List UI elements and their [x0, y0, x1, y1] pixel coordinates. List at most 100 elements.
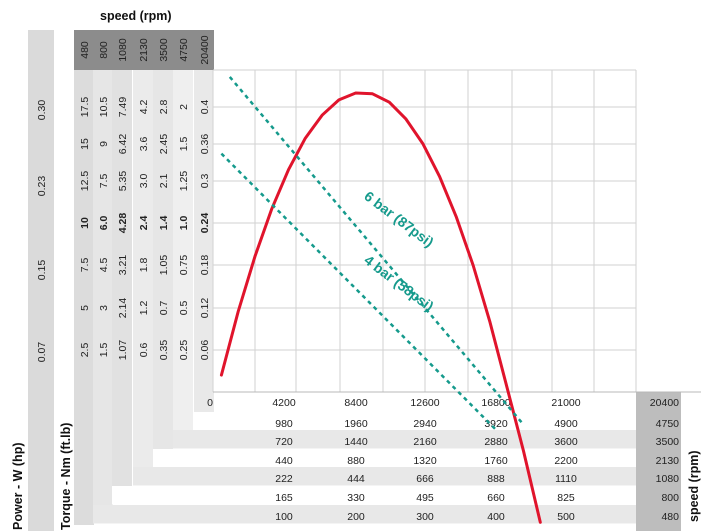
x-tick-label: 8400	[344, 397, 368, 409]
bottom-value-label: 720	[275, 436, 293, 448]
power-hp-label: 0.23	[36, 176, 48, 197]
bottom-value-label: 165	[275, 492, 293, 504]
value-row-band	[93, 505, 636, 524]
torque-value-label: 17.5	[79, 97, 91, 118]
torque-value-label: 0.35	[158, 340, 170, 361]
torque-value-label: 6.42	[117, 134, 129, 155]
x-tick-label: 12600	[410, 397, 439, 409]
torque-column-band	[93, 70, 113, 510]
torque-value-label: 0.3	[199, 174, 211, 189]
top-axis-title: speed (rpm)	[100, 9, 172, 23]
bottom-value-label: 2200	[554, 455, 578, 467]
torque-column-band	[133, 70, 153, 477]
bottom-value-label: 1960	[344, 418, 368, 430]
torque-value-label: 0.24	[199, 213, 211, 234]
air-line	[220, 152, 496, 430]
top-speed-label: 2130	[138, 38, 150, 62]
value-row-band	[194, 412, 636, 431]
x-tick-label: 21000	[551, 397, 580, 409]
bottom-value-label: 2940	[413, 418, 437, 430]
right-axis-title: speed (rpm)	[687, 450, 701, 522]
power-hp-label: 0.07	[36, 342, 48, 363]
torque-value-label: 1.07	[117, 340, 129, 361]
torque-value-label: 2.4	[138, 216, 150, 231]
x-tick-label: 0	[207, 397, 213, 409]
bottom-value-label: 444	[347, 473, 365, 485]
torque-value-label: 4.28	[117, 213, 129, 234]
torque-value-label: 0.25	[178, 340, 190, 361]
bottom-value-label: 1320	[413, 455, 437, 467]
bottom-value-label: 2160	[413, 436, 437, 448]
torque-value-label: 4.2	[138, 100, 150, 115]
torque-value-label: 1.5	[98, 343, 110, 358]
torque-value-label: 1.5	[178, 137, 190, 152]
torque-axis-title: Torque - Nm (ft.lb)	[59, 423, 73, 530]
torque-value-label: 1.05	[158, 255, 170, 276]
x-tick-label: 4200	[272, 397, 296, 409]
bottom-value-label: 330	[347, 492, 365, 504]
speed-header-band	[74, 30, 214, 70]
torque-value-label: 2.1	[158, 174, 170, 189]
top-speed-label: 800	[98, 41, 110, 59]
torque-value-label: 3.21	[117, 255, 129, 276]
bottom-value-label: 400	[487, 511, 505, 523]
top-speed-label: 3500	[158, 38, 170, 62]
torque-value-label: 0.7	[158, 301, 170, 316]
bottom-value-label: 2880	[484, 436, 508, 448]
value-row-band	[153, 449, 636, 468]
value-row-band	[112, 486, 636, 505]
torque-value-label: 9	[98, 141, 110, 147]
bottom-value-label: 1110	[555, 473, 577, 485]
torque-value-label: 2	[178, 104, 190, 110]
torque-value-label: 1.2	[138, 301, 150, 316]
torque-value-label: 0.06	[199, 340, 211, 361]
torque-column-band	[194, 70, 214, 430]
right-speed-label: 3500	[656, 436, 680, 448]
torque-column-band	[74, 70, 94, 525]
bottom-value-label: 200	[347, 511, 365, 523]
bottom-value-label: 1440	[344, 436, 368, 448]
air-line	[228, 76, 523, 424]
bottom-value-label: 3920	[484, 418, 508, 430]
torque-value-label: 0.6	[138, 343, 150, 358]
power-axis-title: Power - W (hp)	[11, 443, 25, 531]
torque-value-label: 1.25	[178, 171, 190, 192]
torque-value-label: 0.36	[199, 134, 211, 155]
torque-value-label: 2.5	[79, 343, 91, 358]
top-speed-label: 480	[79, 41, 91, 59]
torque-value-label: 2.45	[158, 134, 170, 155]
torque-value-label: 0.75	[178, 255, 190, 276]
bottom-value-label: 440	[275, 455, 293, 467]
torque-value-label: 7.49	[117, 97, 129, 118]
torque-column-band	[173, 70, 193, 445]
torque-value-label: 0.18	[199, 255, 211, 276]
right-speed-label: 480	[661, 511, 679, 523]
right-speed-band	[636, 392, 681, 531]
torque-value-label: 7.5	[79, 258, 91, 273]
bottom-value-label: 300	[416, 511, 434, 523]
bottom-value-label: 3600	[554, 436, 578, 448]
torque-value-label: 4.5	[98, 258, 110, 273]
bottom-value-label: 660	[487, 492, 505, 504]
bottom-value-label: 500	[557, 511, 575, 523]
right-speed-label: 20400	[650, 397, 679, 409]
torque-value-label: 3.6	[138, 137, 150, 152]
power-hp-label: 0.15	[36, 260, 48, 281]
bottom-value-label: 980	[275, 418, 293, 430]
torque-value-label: 1.4	[158, 216, 170, 231]
bottom-value-label: 825	[557, 492, 575, 504]
torque-value-label: 6.0	[98, 216, 110, 231]
torque-value-label: 12.5	[79, 171, 91, 192]
torque-value-label: 0.12	[199, 298, 211, 319]
bottom-value-label: 1760	[484, 455, 508, 467]
torque-value-label: 1.8	[138, 258, 150, 273]
torque-value-label: 15	[79, 138, 91, 150]
bottom-value-label: 222	[275, 473, 293, 485]
torque-value-label: 2.8	[158, 100, 170, 115]
torque-value-label: 0.5	[178, 301, 190, 316]
torque-value-label: 10.5	[98, 97, 110, 118]
torque-value-label: 7.5	[98, 174, 110, 189]
torque-value-label: 3	[98, 305, 110, 311]
torque-value-label: 10	[79, 217, 91, 229]
top-speed-label: 4750	[178, 38, 190, 62]
